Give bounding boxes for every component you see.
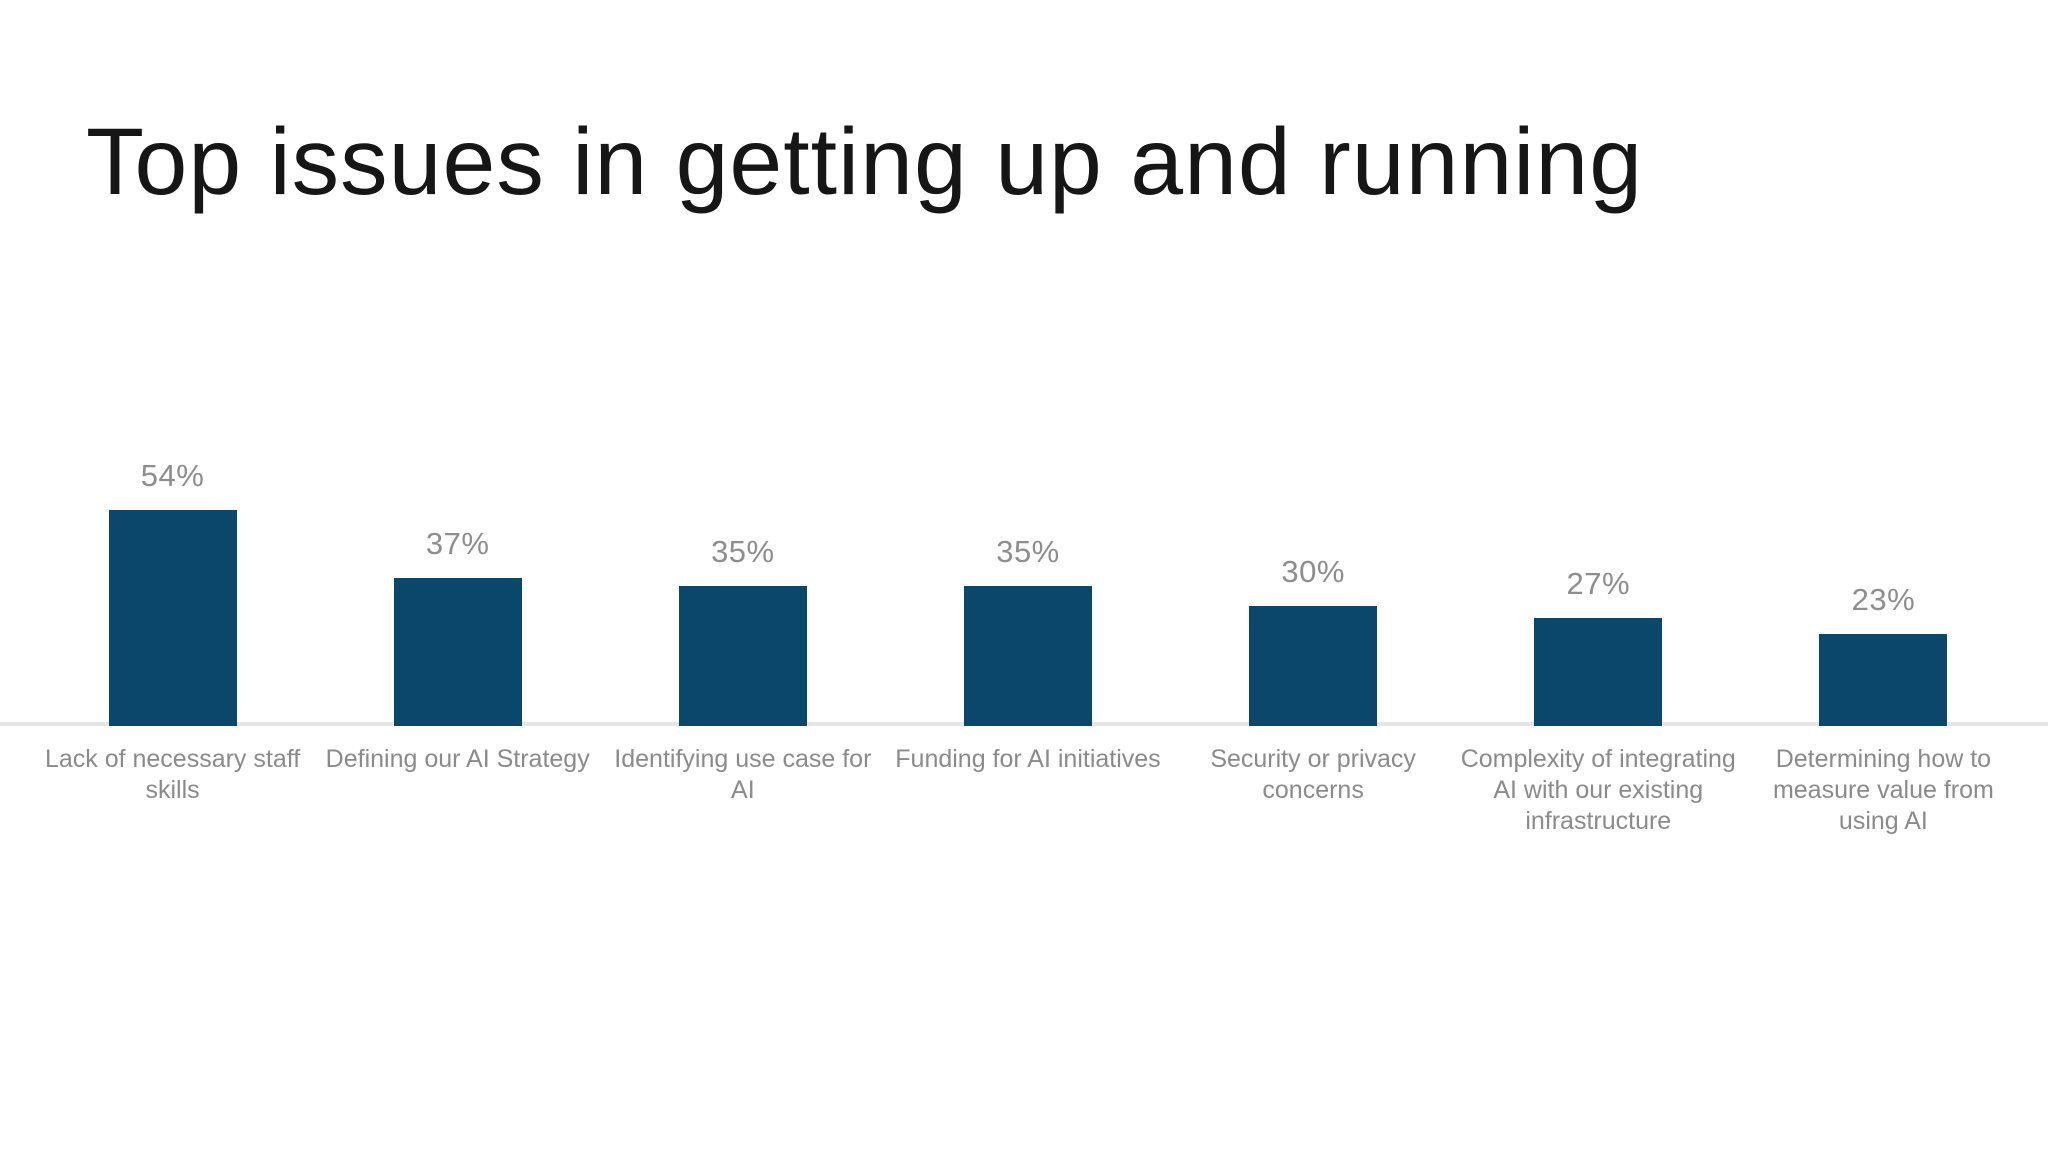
bar-group-integration-complexity: 27% Complexity of integrating AI with ou… [1456, 0, 1741, 1152]
bar-value-label: 23% [1851, 582, 1916, 617]
bar-columns: 54% Lack of necessary staff skills 37% D… [30, 0, 2026, 1152]
bar-value-label: 35% [996, 534, 1060, 569]
bar-group-staff-skills: 54% Lack of necessary staff skills [30, 0, 315, 1152]
bar: 27% [1534, 566, 1663, 726]
slide-title: Top issues in getting up and running [86, 109, 1644, 215]
category-label: Funding for AI initiatives [895, 745, 1161, 773]
bar-value-label: 30% [1281, 554, 1345, 589]
bar: 23% [1819, 582, 1948, 726]
category-label: Lack of necessary staff skills [44, 745, 301, 804]
category-label: Identifying use case for AI [614, 745, 872, 804]
bar: 37% [393, 526, 522, 726]
bar: 54% [108, 458, 237, 726]
bar-group-use-case: 35% Identifying use case for AI [600, 0, 885, 1152]
bar: 30% [1249, 554, 1378, 726]
category-label: Defining our AI Strategy [325, 745, 590, 773]
bar-group-ai-strategy: 37% Defining our AI Strategy [315, 0, 600, 1152]
bar: 35% [678, 534, 807, 726]
category-label: Security or privacy concerns [1210, 745, 1416, 804]
category-label: Determining how to measure value from us… [1772, 745, 1994, 835]
bar-value-label: 54% [140, 458, 205, 493]
bar-value-label: 27% [1566, 566, 1631, 601]
bar-group-security-privacy: 30% Security or privacy concerns [1171, 0, 1456, 1152]
bar-group-funding: 35% Funding for AI initiatives [885, 0, 1170, 1152]
bar-value-label: 37% [425, 526, 490, 561]
bar: 35% [963, 534, 1092, 726]
bar-value-label: 35% [711, 534, 775, 569]
bar-group-measure-value: 23% Determining how to measure value fro… [1741, 0, 2026, 1152]
category-label: Complexity of integrating AI with our ex… [1460, 745, 1736, 835]
